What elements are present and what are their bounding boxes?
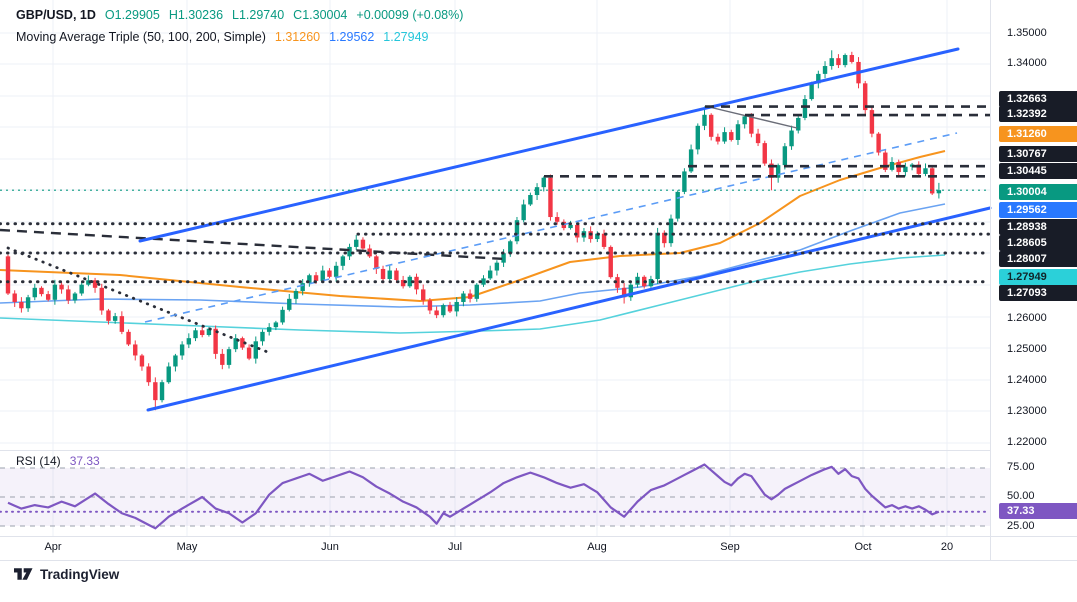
price-tick: 1.34000 xyxy=(1007,57,1047,69)
time-tick-may: May xyxy=(176,541,198,553)
time-axis-border xyxy=(0,536,1077,537)
ma200-badge: 1.27949 xyxy=(999,269,1077,285)
ohlc-close: C1.30004 xyxy=(293,8,348,22)
level-badge: 1.28007 xyxy=(999,251,1077,267)
ma50-value: 1.31260 xyxy=(274,30,321,44)
rsi-legend-label[interactable]: RSI (14) xyxy=(16,454,61,468)
time-tick-jul: Jul xyxy=(447,541,463,553)
ohlc-high: H1.30236 xyxy=(168,8,224,22)
rsi-tick: 25.00 xyxy=(1007,520,1035,532)
price-tick: 1.26000 xyxy=(1007,312,1047,324)
ma100-badge: 1.29562 xyxy=(999,202,1077,218)
level-badge: 1.28605 xyxy=(999,235,1077,251)
price-tick: 1.35000 xyxy=(1007,27,1047,39)
price-tick: 1.24000 xyxy=(1007,374,1047,386)
rsi-legend[interactable]: RSI (14) 37.33 xyxy=(16,454,100,468)
level-badge: 1.28938 xyxy=(999,219,1077,235)
last-price-badge: 1.30004 xyxy=(999,184,1077,200)
rsi-tick: 75.00 xyxy=(1007,461,1035,473)
rsi-pane-separator[interactable] xyxy=(0,450,990,451)
ohlc-open: O1.29905 xyxy=(104,8,160,22)
rsi-value-badge: 37.33 xyxy=(999,503,1077,519)
time-tick-aug: Aug xyxy=(587,541,607,553)
rsi-tick: 50.00 xyxy=(1007,490,1035,502)
time-tick-oct: Oct xyxy=(854,541,872,553)
level-badge: 1.32663 xyxy=(999,91,1077,107)
tradingview-logo-icon xyxy=(14,568,33,580)
rsi-legend-value: 37.33 xyxy=(69,454,100,468)
level-badge: 1.30767 xyxy=(999,146,1077,162)
tradingview-logo[interactable]: TradingView xyxy=(14,566,119,582)
symbol-legend[interactable]: GBP/USD, 1D O1.29905 H1.30236 L1.29740 C… xyxy=(16,8,463,22)
level-badge: 1.30445 xyxy=(999,163,1077,179)
ma-legend[interactable]: Moving Average Triple (50, 100, 200, Sim… xyxy=(16,30,428,44)
level-badge: 1.32392 xyxy=(999,106,1077,122)
price-tick: 1.25000 xyxy=(1007,343,1047,355)
price-tick: 1.22000 xyxy=(1007,436,1047,448)
price-axis-border xyxy=(990,0,991,560)
tradingview-logo-text: TradingView xyxy=(40,566,120,582)
ma50-badge: 1.31260 xyxy=(999,126,1077,142)
ma100-value: 1.29562 xyxy=(329,30,375,44)
ma-legend-label[interactable]: Moving Average Triple (50, 100, 200, Sim… xyxy=(16,30,266,44)
symbol-title[interactable]: GBP/USD, 1D xyxy=(16,8,96,22)
bottom-border xyxy=(0,560,1077,561)
level-badge: 1.27093 xyxy=(999,285,1077,301)
ma200-value: 1.27949 xyxy=(383,30,429,44)
ohlc-low: L1.29740 xyxy=(232,8,285,22)
change-value: +0.00099 (+0.08%) xyxy=(356,8,464,22)
time-tick-apr: Apr xyxy=(44,541,62,553)
time-tick-20: 20 xyxy=(940,541,954,553)
price-tick: 1.23000 xyxy=(1007,405,1047,417)
time-tick-sep: Sep xyxy=(720,541,740,553)
time-tick-jun: Jun xyxy=(321,541,339,553)
